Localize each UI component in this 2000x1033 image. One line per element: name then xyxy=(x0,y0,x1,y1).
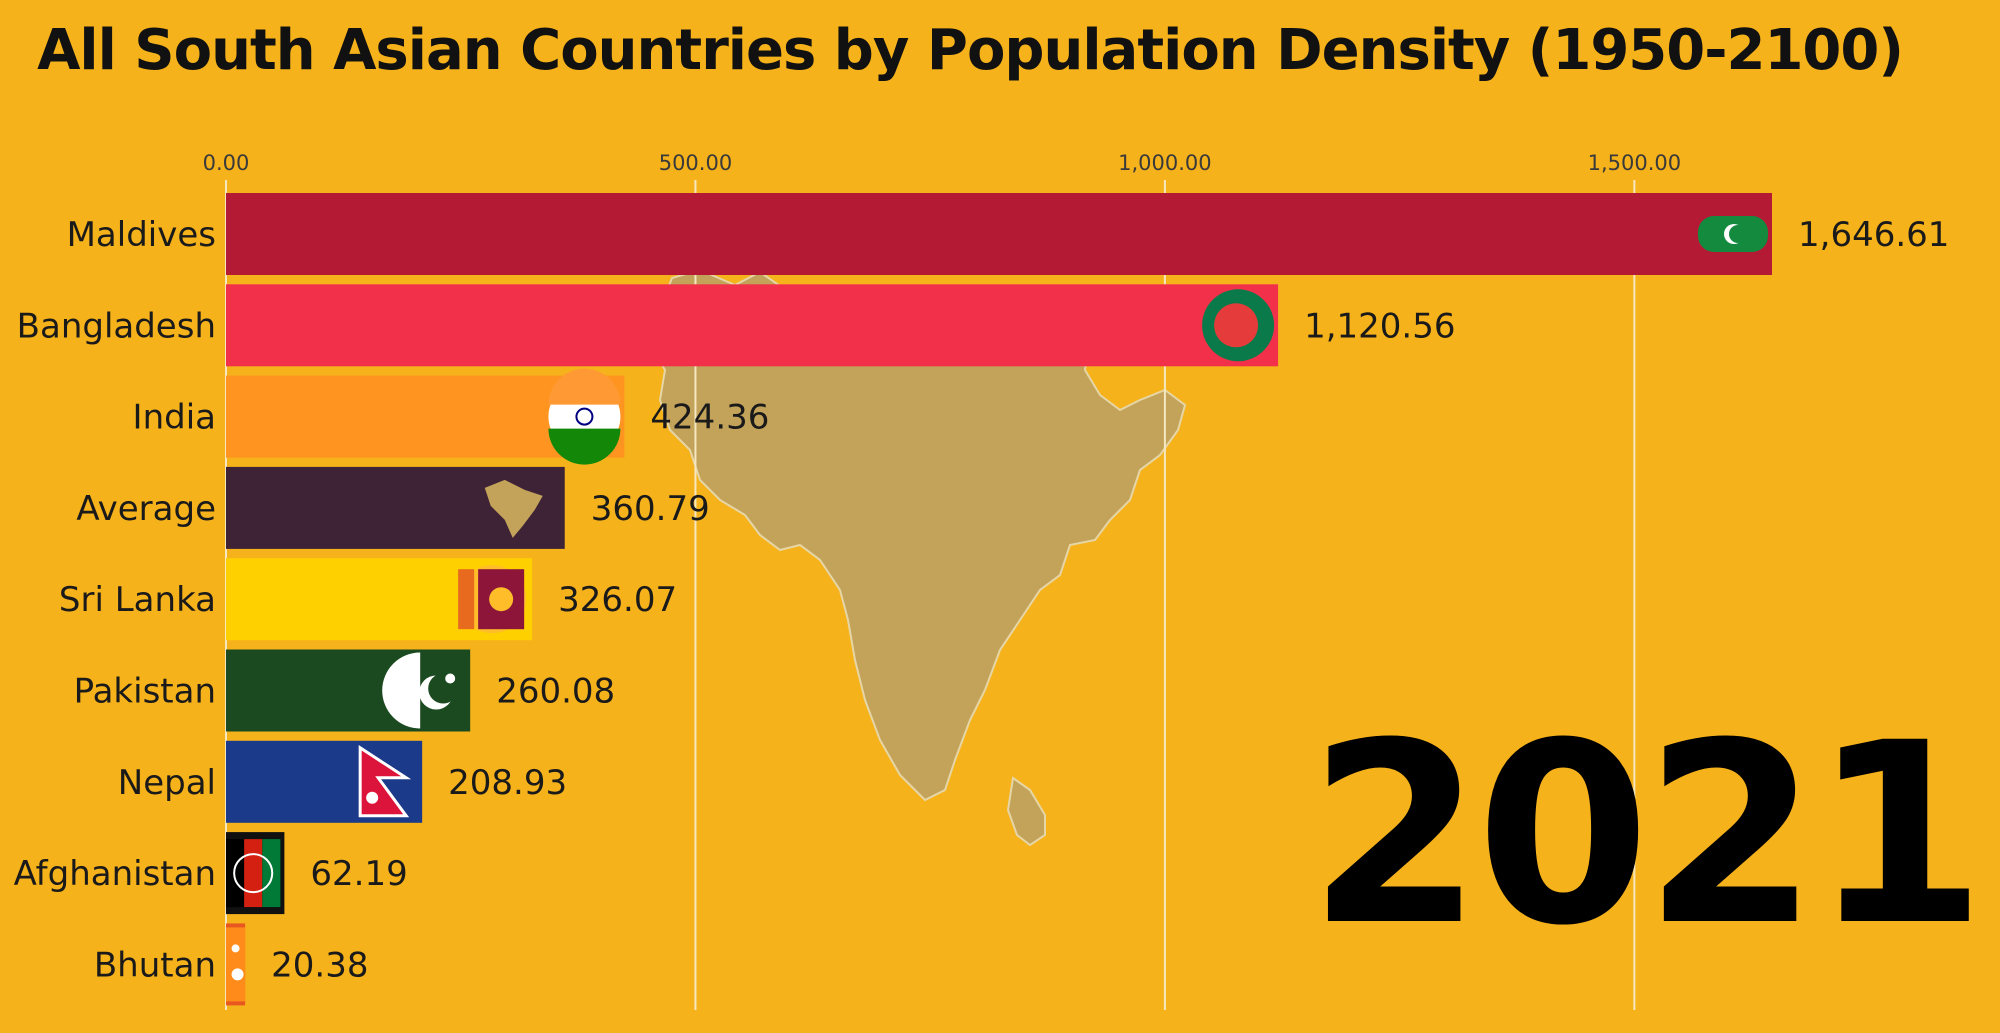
category-label: Sri Lanka xyxy=(59,580,216,620)
value-label: 424.36 xyxy=(650,398,769,438)
bar xyxy=(226,284,1279,367)
value-label: 62.19 xyxy=(310,854,407,894)
value-label: 326.07 xyxy=(558,580,677,620)
india-flag-icon xyxy=(548,368,621,465)
value-label: 208.93 xyxy=(448,763,567,803)
bar-row: Nepal 208.93 xyxy=(118,740,567,823)
south-asia-map-icon xyxy=(484,479,543,538)
bar-row: Maldives 1,646.61 xyxy=(67,193,1949,275)
bar xyxy=(226,193,1772,275)
afghanistan-flag-icon xyxy=(226,839,281,908)
category-label: Bangladesh xyxy=(17,306,216,346)
category-label: Pakistan xyxy=(74,672,216,712)
bar-row: Pakistan 260.08 xyxy=(74,649,615,732)
bar-row: Bangladesh 1,120.56 xyxy=(17,284,1455,367)
x-tick-label: 1,000.00 xyxy=(1118,151,1212,175)
bar-row: Average 360.79 xyxy=(76,466,710,549)
year-label: 2021 xyxy=(1308,689,1986,980)
x-tick-label: 1,500.00 xyxy=(1588,151,1682,175)
bhutan-flag-icon xyxy=(226,927,246,1002)
value-label: 260.08 xyxy=(496,672,615,712)
category-label: Afghanistan xyxy=(14,854,216,894)
chart-title: All South Asian Countries by Population … xyxy=(37,18,1904,83)
bar-row: Sri Lanka 326.07 xyxy=(59,558,677,641)
value-label: 20.38 xyxy=(271,945,368,985)
bar-row: India 424.36 xyxy=(133,368,769,465)
bangladesh-flag-icon xyxy=(1202,289,1275,362)
x-tick-label: 500.00 xyxy=(659,151,732,175)
pakistan-flag-icon xyxy=(382,652,469,729)
category-label: India xyxy=(133,398,216,438)
sri-lanka-map-icon xyxy=(1006,776,1046,847)
nepal-flag-icon xyxy=(358,745,412,818)
category-label: Bhutan xyxy=(94,945,216,985)
category-label: Nepal xyxy=(118,763,216,803)
value-label: 1,120.56 xyxy=(1304,306,1455,346)
bar-row: Afghanistan 62.19 xyxy=(14,832,408,915)
maldives-flag-icon xyxy=(1698,216,1768,252)
category-label: Maldives xyxy=(67,215,216,255)
x-tick-label: 0.00 xyxy=(203,151,250,175)
value-label: 1,646.61 xyxy=(1798,215,1949,255)
category-label: Average xyxy=(76,489,216,529)
bar-row: Bhutan 20.38 xyxy=(94,923,368,1006)
value-label: 360.79 xyxy=(591,489,710,529)
sri-lanka-flag-icon xyxy=(458,565,527,634)
